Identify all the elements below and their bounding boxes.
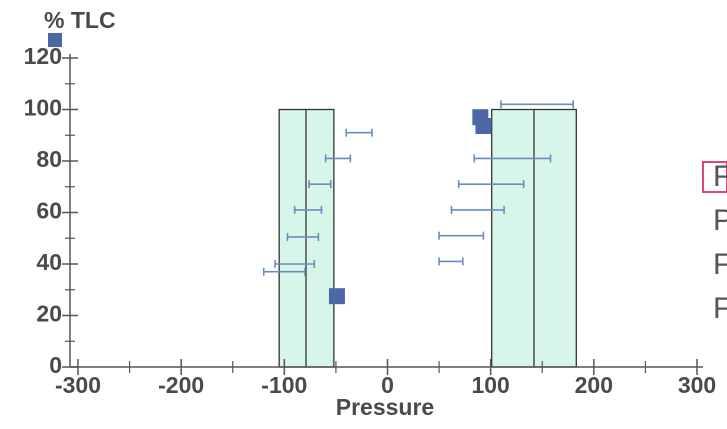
x-tick-label: 300 [678, 372, 716, 398]
x-tick-label: -100 [261, 372, 307, 398]
x-tick-label: 0 [381, 372, 394, 398]
range-bar [324, 154, 352, 163]
y-tick-label: 100 [24, 95, 62, 121]
plot: -300 -200 -100 0 100 200 300 0 20 40 60 80 100 120 [24, 43, 717, 398]
x-axis-label: Pressure [336, 394, 434, 420]
highlight-box [702, 161, 727, 193]
range-bar [457, 180, 525, 189]
y-tick-label: 40 [36, 249, 62, 275]
range-bar [308, 180, 332, 189]
y-axis-label: % TLC [44, 7, 116, 33]
side-label: F [713, 248, 727, 281]
side-label: P [713, 204, 727, 237]
point [328, 288, 345, 305]
x-tick-label: -200 [158, 372, 204, 398]
range-bar [500, 100, 575, 109]
side-label: F [713, 292, 727, 325]
y-tick-label: 120 [24, 43, 62, 69]
x-tick-label: -300 [55, 372, 101, 398]
range-bar [274, 260, 316, 268]
corner-marker [48, 33, 62, 47]
x-tick-label: 100 [471, 372, 509, 398]
range-bar [293, 205, 323, 214]
y-tick-label: 0 [49, 352, 62, 378]
side-label: F [713, 160, 727, 193]
range-bar [345, 128, 373, 137]
x-tick-label: 200 [575, 372, 613, 398]
y-tick-label: 60 [36, 198, 62, 224]
point [475, 117, 492, 134]
range-bar [286, 232, 320, 241]
y-tick-label: 80 [36, 146, 62, 172]
y-tick-label: 20 [36, 301, 62, 327]
range-bar [450, 205, 505, 214]
range-bar [473, 154, 552, 163]
range-bar [438, 231, 485, 240]
range-bar [262, 267, 306, 276]
range-bar [438, 257, 464, 266]
